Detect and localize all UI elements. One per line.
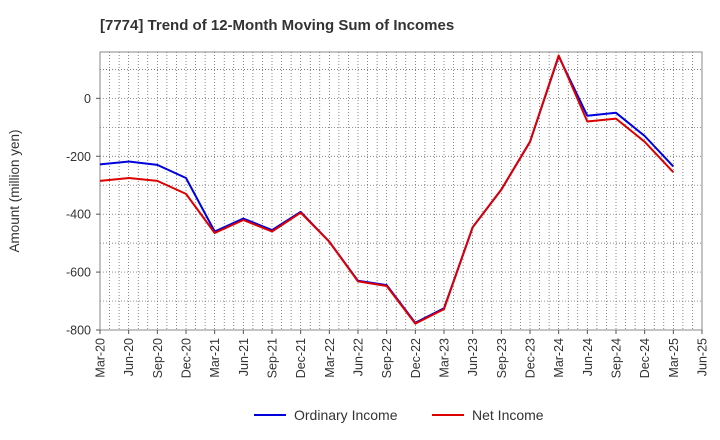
x-tick-label: Sep-23 xyxy=(495,338,509,378)
x-tick-label: Dec-21 xyxy=(294,338,308,378)
x-tick-label: Sep-21 xyxy=(266,338,280,378)
series-lines xyxy=(99,54,675,325)
x-tick-label: Jun-20 xyxy=(122,338,136,376)
x-tick-label: Sep-20 xyxy=(151,338,165,378)
chart-title: [7774] Trend of 12-Month Moving Sum of I… xyxy=(100,17,454,34)
x-tick-label: Jun-21 xyxy=(237,338,251,376)
x-tick-label: Dec-20 xyxy=(180,338,194,378)
y-tick-label: -800 xyxy=(66,324,91,338)
y-axis-ticks: 0 -200 -400 -600 -800 xyxy=(66,92,100,338)
y-tick-label: 0 xyxy=(84,92,91,106)
x-tick-label: Mar-21 xyxy=(208,338,222,378)
legend: Ordinary Income Net Income xyxy=(254,407,544,423)
x-tick-label: Mar-20 xyxy=(94,338,108,378)
x-tick-label: Mar-22 xyxy=(323,338,337,378)
x-tick-label: Mar-23 xyxy=(438,338,452,378)
y-tick-label: -200 xyxy=(66,150,91,164)
plot-frame xyxy=(99,51,703,331)
x-tick-label: Sep-22 xyxy=(380,338,394,378)
legend-label: Net Income xyxy=(472,407,544,423)
x-tick-label: Jun-23 xyxy=(466,338,480,376)
y-tick-label: -400 xyxy=(66,208,91,222)
x-tick-label: Sep-24 xyxy=(610,338,624,378)
x-axis-ticks: Mar-20 Jun-20 Sep-20 Dec-20 Mar-21 Jun-21 Sep-… xyxy=(94,330,710,378)
x-tick-label: Dec-24 xyxy=(638,338,652,378)
x-tick-label: Mar-24 xyxy=(552,338,566,378)
y-tick-label: -600 xyxy=(66,266,91,280)
x-tick-label: Mar-25 xyxy=(667,338,681,378)
x-tick-label: Jun-25 xyxy=(696,338,710,376)
legend-label: Ordinary Income xyxy=(294,407,398,423)
y-axis-label: Amount (million yen) xyxy=(7,129,22,252)
grid xyxy=(100,52,702,330)
series-line-net-income xyxy=(99,54,675,325)
x-tick-label: Dec-22 xyxy=(409,338,423,378)
x-tick-label: Jun-24 xyxy=(581,338,595,376)
x-tick-label: Jun-22 xyxy=(352,338,366,376)
series-line-ordinary-income xyxy=(99,55,675,324)
x-tick-label: Dec-23 xyxy=(524,338,538,378)
